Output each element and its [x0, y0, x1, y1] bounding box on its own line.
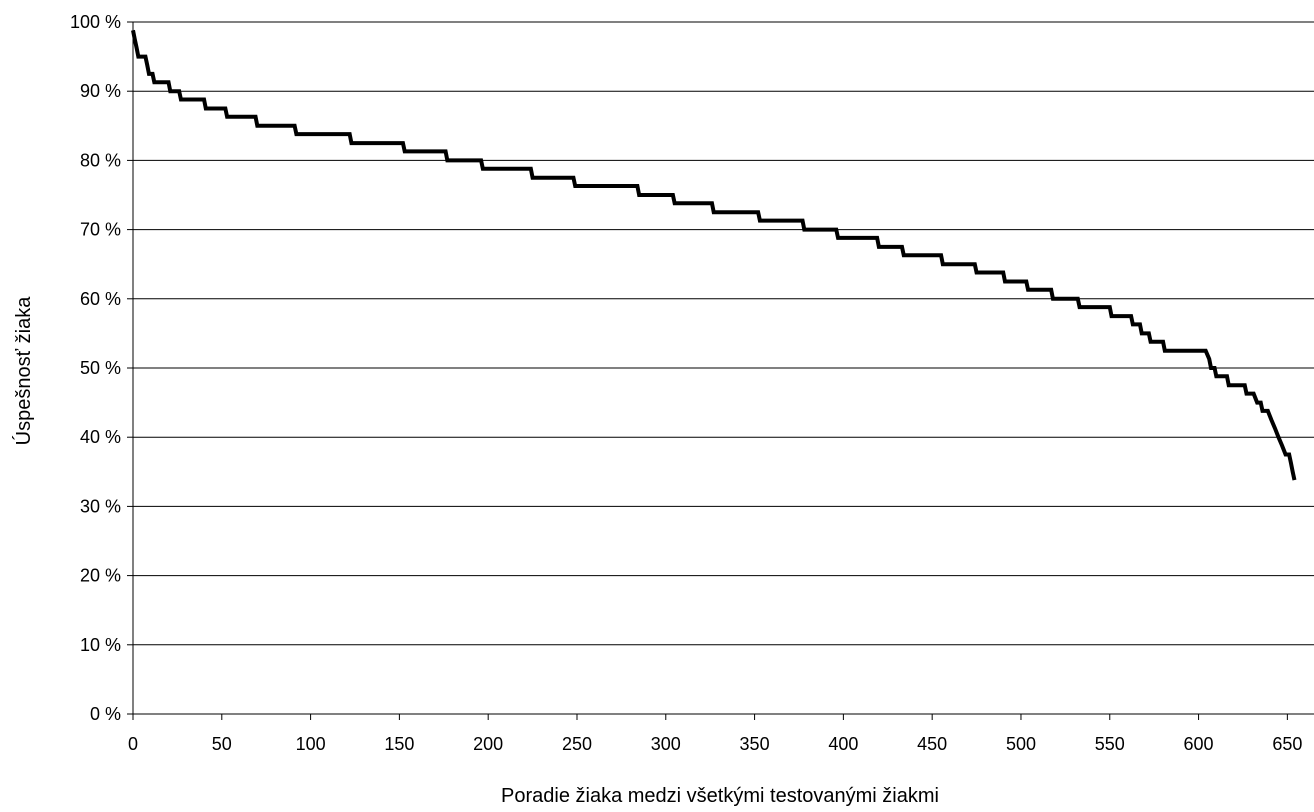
- y-tick-label-30: 30 %: [80, 496, 121, 516]
- x-tick-label-0: 0: [128, 734, 138, 754]
- x-tick-label-400: 400: [828, 734, 858, 754]
- x-tick-label-550: 550: [1095, 734, 1125, 754]
- y-tick-label-80: 80 %: [80, 150, 121, 170]
- x-tick-label-150: 150: [384, 734, 414, 754]
- y-tick-label-70: 70 %: [80, 220, 121, 240]
- y-tick-label-90: 90 %: [80, 81, 121, 101]
- x-tick-labels: 0 50 100 150 200 250 300 350 400 450 500 550 600 650: [128, 734, 1302, 754]
- x-tick-label-600: 600: [1184, 734, 1214, 754]
- y-tick-label-60: 60 %: [80, 289, 121, 309]
- x-tick-label-300: 300: [651, 734, 681, 754]
- series-line-0: [131, 29, 1297, 481]
- y-axis-title: Úspešnosť žiaka: [12, 296, 35, 446]
- x-tick-label-50: 50: [212, 734, 232, 754]
- x-tick-label-200: 200: [473, 734, 503, 754]
- x-axis-title: Poradie žiaka medzi všetkými testovanými…: [501, 785, 939, 807]
- y-tick-label-100: 100 %: [70, 12, 121, 32]
- x-tick-label-250: 250: [562, 734, 592, 754]
- y-tick-label-0: 0 %: [90, 704, 121, 724]
- x-tick-label-450: 450: [917, 734, 947, 754]
- y-tick-label-40: 40 %: [80, 427, 121, 447]
- x-tick-label-650: 650: [1272, 734, 1302, 754]
- x-tick-label-350: 350: [740, 734, 770, 754]
- axes: [127, 21, 1314, 720]
- y-tick-label-10: 10 %: [80, 635, 121, 655]
- y-tick-label-20: 20 %: [80, 566, 121, 586]
- series-group: [131, 29, 1297, 481]
- x-tick-label-100: 100: [296, 734, 326, 754]
- y-tick-labels: 0 % 10 % 20 % 30 % 40 % 50 % 60 % 70 % 80 % 90 % 1…: [70, 12, 121, 724]
- y-tick-label-50: 50 %: [80, 358, 121, 378]
- x-tick-label-500: 500: [1006, 734, 1036, 754]
- gridlines: [133, 21, 1314, 646]
